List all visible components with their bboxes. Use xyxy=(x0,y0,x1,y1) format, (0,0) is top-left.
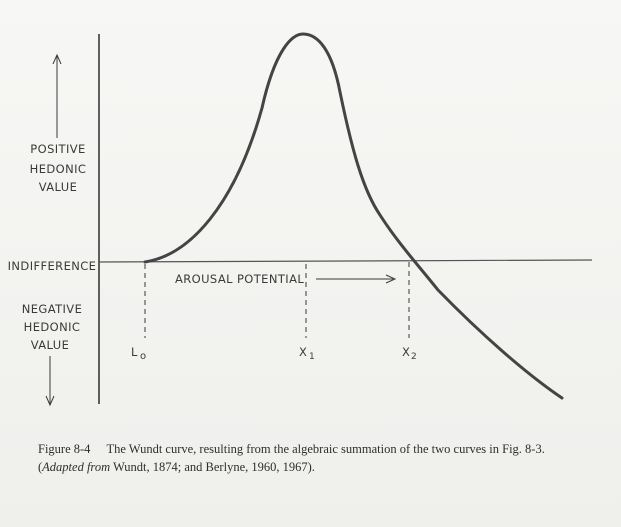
indifference-line xyxy=(98,259,593,263)
svg-text:2: 2 xyxy=(411,352,417,362)
svg-text:o: o xyxy=(140,351,147,362)
negative-label-line2: HEDONIC xyxy=(24,320,81,334)
negative-label-line3: VALUE xyxy=(31,338,70,352)
caption-text-part1: The Wundt curve, resulting from the alge… xyxy=(38,442,545,474)
svg-text:1: 1 xyxy=(309,352,315,362)
negative-arrow xyxy=(45,356,55,407)
indifference-label: INDIFFERENCE xyxy=(8,259,97,273)
arousal-potential-label: AROUSAL POTENTIAL xyxy=(175,272,304,286)
lo-tick-label: L o xyxy=(131,345,147,362)
arousal-arrow xyxy=(316,274,397,284)
figure-caption: Figure 8-4 The Wundt curve, resulting fro… xyxy=(38,440,588,476)
svg-text:X: X xyxy=(402,345,410,359)
caption-text-part2: Wundt, 1874; and Berlyne, 1960, 1967). xyxy=(110,460,315,474)
positive-label-line3: VALUE xyxy=(39,180,78,194)
positive-label-line2: HEDONIC xyxy=(30,162,87,176)
x2-tick-label: X 2 xyxy=(402,345,417,362)
svg-text:X: X xyxy=(299,345,307,359)
wundt-curve xyxy=(143,32,564,400)
svg-text:L: L xyxy=(131,345,138,359)
figure-number: Figure 8-4 xyxy=(38,442,91,456)
positive-arrow xyxy=(52,53,62,138)
positive-label-line1: POSITIVE xyxy=(30,142,85,156)
x1-tick-label: X 1 xyxy=(299,345,315,362)
negative-label-line1: NEGATIVE xyxy=(22,302,83,316)
caption-adapted-from: Adapted from xyxy=(42,460,111,474)
